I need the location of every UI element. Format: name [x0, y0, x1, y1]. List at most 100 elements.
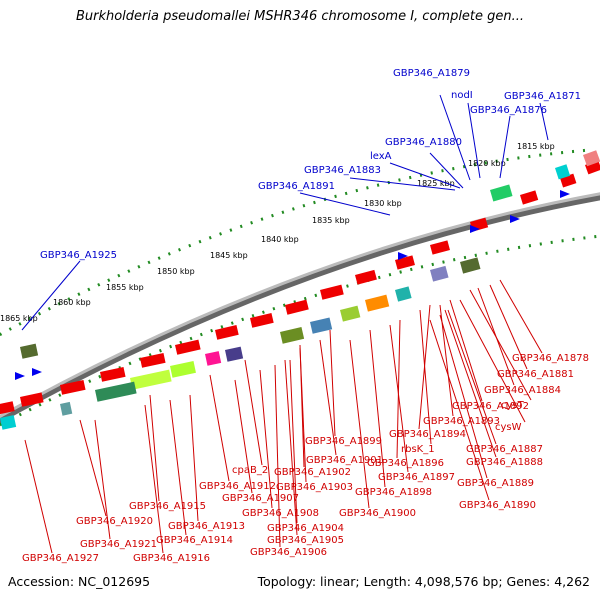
leader-line	[299, 347, 307, 483]
gene-label-bottom: GBP346_A1892	[452, 401, 529, 412]
leader-line	[79, 419, 107, 517]
leader-line	[274, 364, 281, 548]
leader-line	[369, 329, 386, 488]
gene-label-top: GBP346_A1883	[304, 165, 381, 176]
gene-feature-box	[224, 346, 244, 362]
leader-line	[499, 115, 511, 179]
scale-tick-label: 1845 kbp	[210, 251, 248, 260]
leader-line	[389, 324, 409, 473]
gene-label-bottom: cysW	[495, 422, 522, 433]
gene-label-bottom: cpaB_2	[232, 465, 268, 476]
leader-line	[189, 394, 199, 522]
gene-feature-box	[340, 305, 361, 322]
reverse-gene-arrow	[470, 225, 480, 233]
gene-label-top: GBP346_A1879	[393, 68, 470, 79]
gene-label-bottom: GBP346_A1927	[22, 553, 99, 564]
leader-line	[439, 94, 471, 181]
gene-label-bottom: GBP346_A1901	[306, 455, 383, 466]
leader-line	[149, 394, 160, 502]
gene-feature-box	[94, 381, 137, 402]
forward-gene-arrow	[174, 339, 201, 355]
leader-line	[234, 379, 253, 494]
forward-gene-arrow	[19, 392, 44, 407]
gene-label-bottom: GBP346_A1889	[457, 478, 534, 489]
leader-line	[144, 404, 164, 554]
reverse-gene-arrow	[560, 190, 570, 198]
scale-tick-label: 1855 kbp	[106, 283, 144, 292]
scale-tick-label: 1825 kbp	[417, 179, 455, 188]
gene-feature-box	[60, 401, 73, 416]
leader-line	[94, 419, 111, 540]
gene-label-bottom: rbsK_1	[401, 444, 435, 455]
reverse-gene-arrow	[32, 368, 42, 376]
leader-line	[459, 299, 526, 423]
gene-label-bottom: GBP346_A1878	[512, 353, 589, 364]
leader-line	[429, 152, 464, 189]
gene-label-bottom: GBP346_A1897	[378, 472, 455, 483]
leader-line	[489, 284, 528, 370]
gene-label-bottom: GBP346_A1900	[339, 508, 416, 519]
gene-label-bottom: GBP346_A1905	[267, 535, 344, 546]
leader-line	[499, 279, 543, 354]
leader-line	[21, 260, 81, 331]
gene-feature-box	[430, 265, 449, 282]
gene-label-bottom: GBP346_A1902	[274, 467, 351, 478]
gene-label-bottom: GBP346_A1912	[199, 481, 276, 492]
map-title: Burkholderia pseudomallei MSHR346 chromo…	[75, 9, 525, 24]
gene-label-bottom: GBP346_A1920	[76, 516, 153, 527]
leader-line	[389, 162, 461, 189]
gene-label-bottom: GBP346_A1898	[355, 487, 432, 498]
leader-line	[349, 177, 456, 191]
gene-label-bottom: GBP346_A1896	[367, 458, 444, 469]
gene-label-bottom: GBP346_A1904	[267, 523, 344, 534]
gene-label-bottom: GBP346_A1907	[222, 493, 299, 504]
gene-label-bottom: GBP346_A1914	[156, 535, 233, 546]
gene-label-bottom: GBP346_A1894	[389, 429, 466, 440]
gene-label-bottom: GBP346_A1884	[484, 385, 561, 396]
topology-summary: Topology: linear; Length: 4,098,576 bp; …	[257, 574, 590, 589]
gene-feature-box	[460, 257, 481, 274]
gene-feature-box	[310, 317, 333, 334]
gene-label-bottom: GBP346_A1908	[242, 508, 319, 519]
leader-line	[469, 289, 532, 401]
reverse-gene-arrow	[15, 372, 25, 380]
gene-label-top: nodI	[451, 90, 473, 101]
leader-line	[259, 369, 273, 509]
gene-label-top: GBP346_A1880	[385, 137, 462, 148]
gene-feature-box	[130, 369, 172, 390]
forward-gene-arrow	[355, 269, 377, 285]
gene-label-bottom: GBP346_A1881	[497, 369, 574, 380]
leader-line	[299, 192, 391, 216]
gene-label-bottom: GBP346_A1916	[133, 553, 210, 564]
gene-feature-box	[489, 184, 513, 202]
gene-label-bottom: GBP346_A1915	[129, 501, 206, 512]
scale-tick-label: 1830 kbp	[364, 199, 402, 208]
leader-line	[429, 319, 490, 501]
gene-feature-box	[205, 351, 222, 366]
gene-label-bottom: GBP346_A1913	[168, 521, 245, 532]
gene-label-bottom: GBP346_A1890	[459, 500, 536, 511]
leader-line	[209, 374, 230, 482]
leader-line	[449, 299, 483, 402]
leader-line	[467, 102, 481, 179]
leader-line	[24, 439, 53, 554]
gene-label-bottom: GBP346_A1903	[276, 482, 353, 493]
gene-label-bottom: GBP346_A1921	[80, 539, 157, 550]
backbone-shadow	[0, 193, 600, 424]
leader-line	[447, 309, 497, 445]
forward-gene-arrow	[520, 190, 539, 205]
scale-tick-label: 1860 kbp	[53, 298, 91, 307]
forward-gene-arrow	[140, 353, 166, 368]
gene-label-bottom: cysT	[501, 400, 525, 411]
scale-tick-label: 1840 kbp	[261, 235, 299, 244]
gene-label-bottom: GBP346_A1893	[423, 416, 500, 427]
forward-gene-arrow	[60, 380, 86, 395]
forward-gene-arrow	[284, 299, 309, 315]
scale-tick-label: 1820 kbp	[468, 159, 506, 168]
gene-label-top: GBP346_A1876	[470, 105, 547, 116]
scale-tick-label: 1835 kbp	[312, 216, 350, 225]
scale-tick-label: 1850 kbp	[157, 267, 195, 276]
backbone-highlight	[0, 192, 600, 419]
